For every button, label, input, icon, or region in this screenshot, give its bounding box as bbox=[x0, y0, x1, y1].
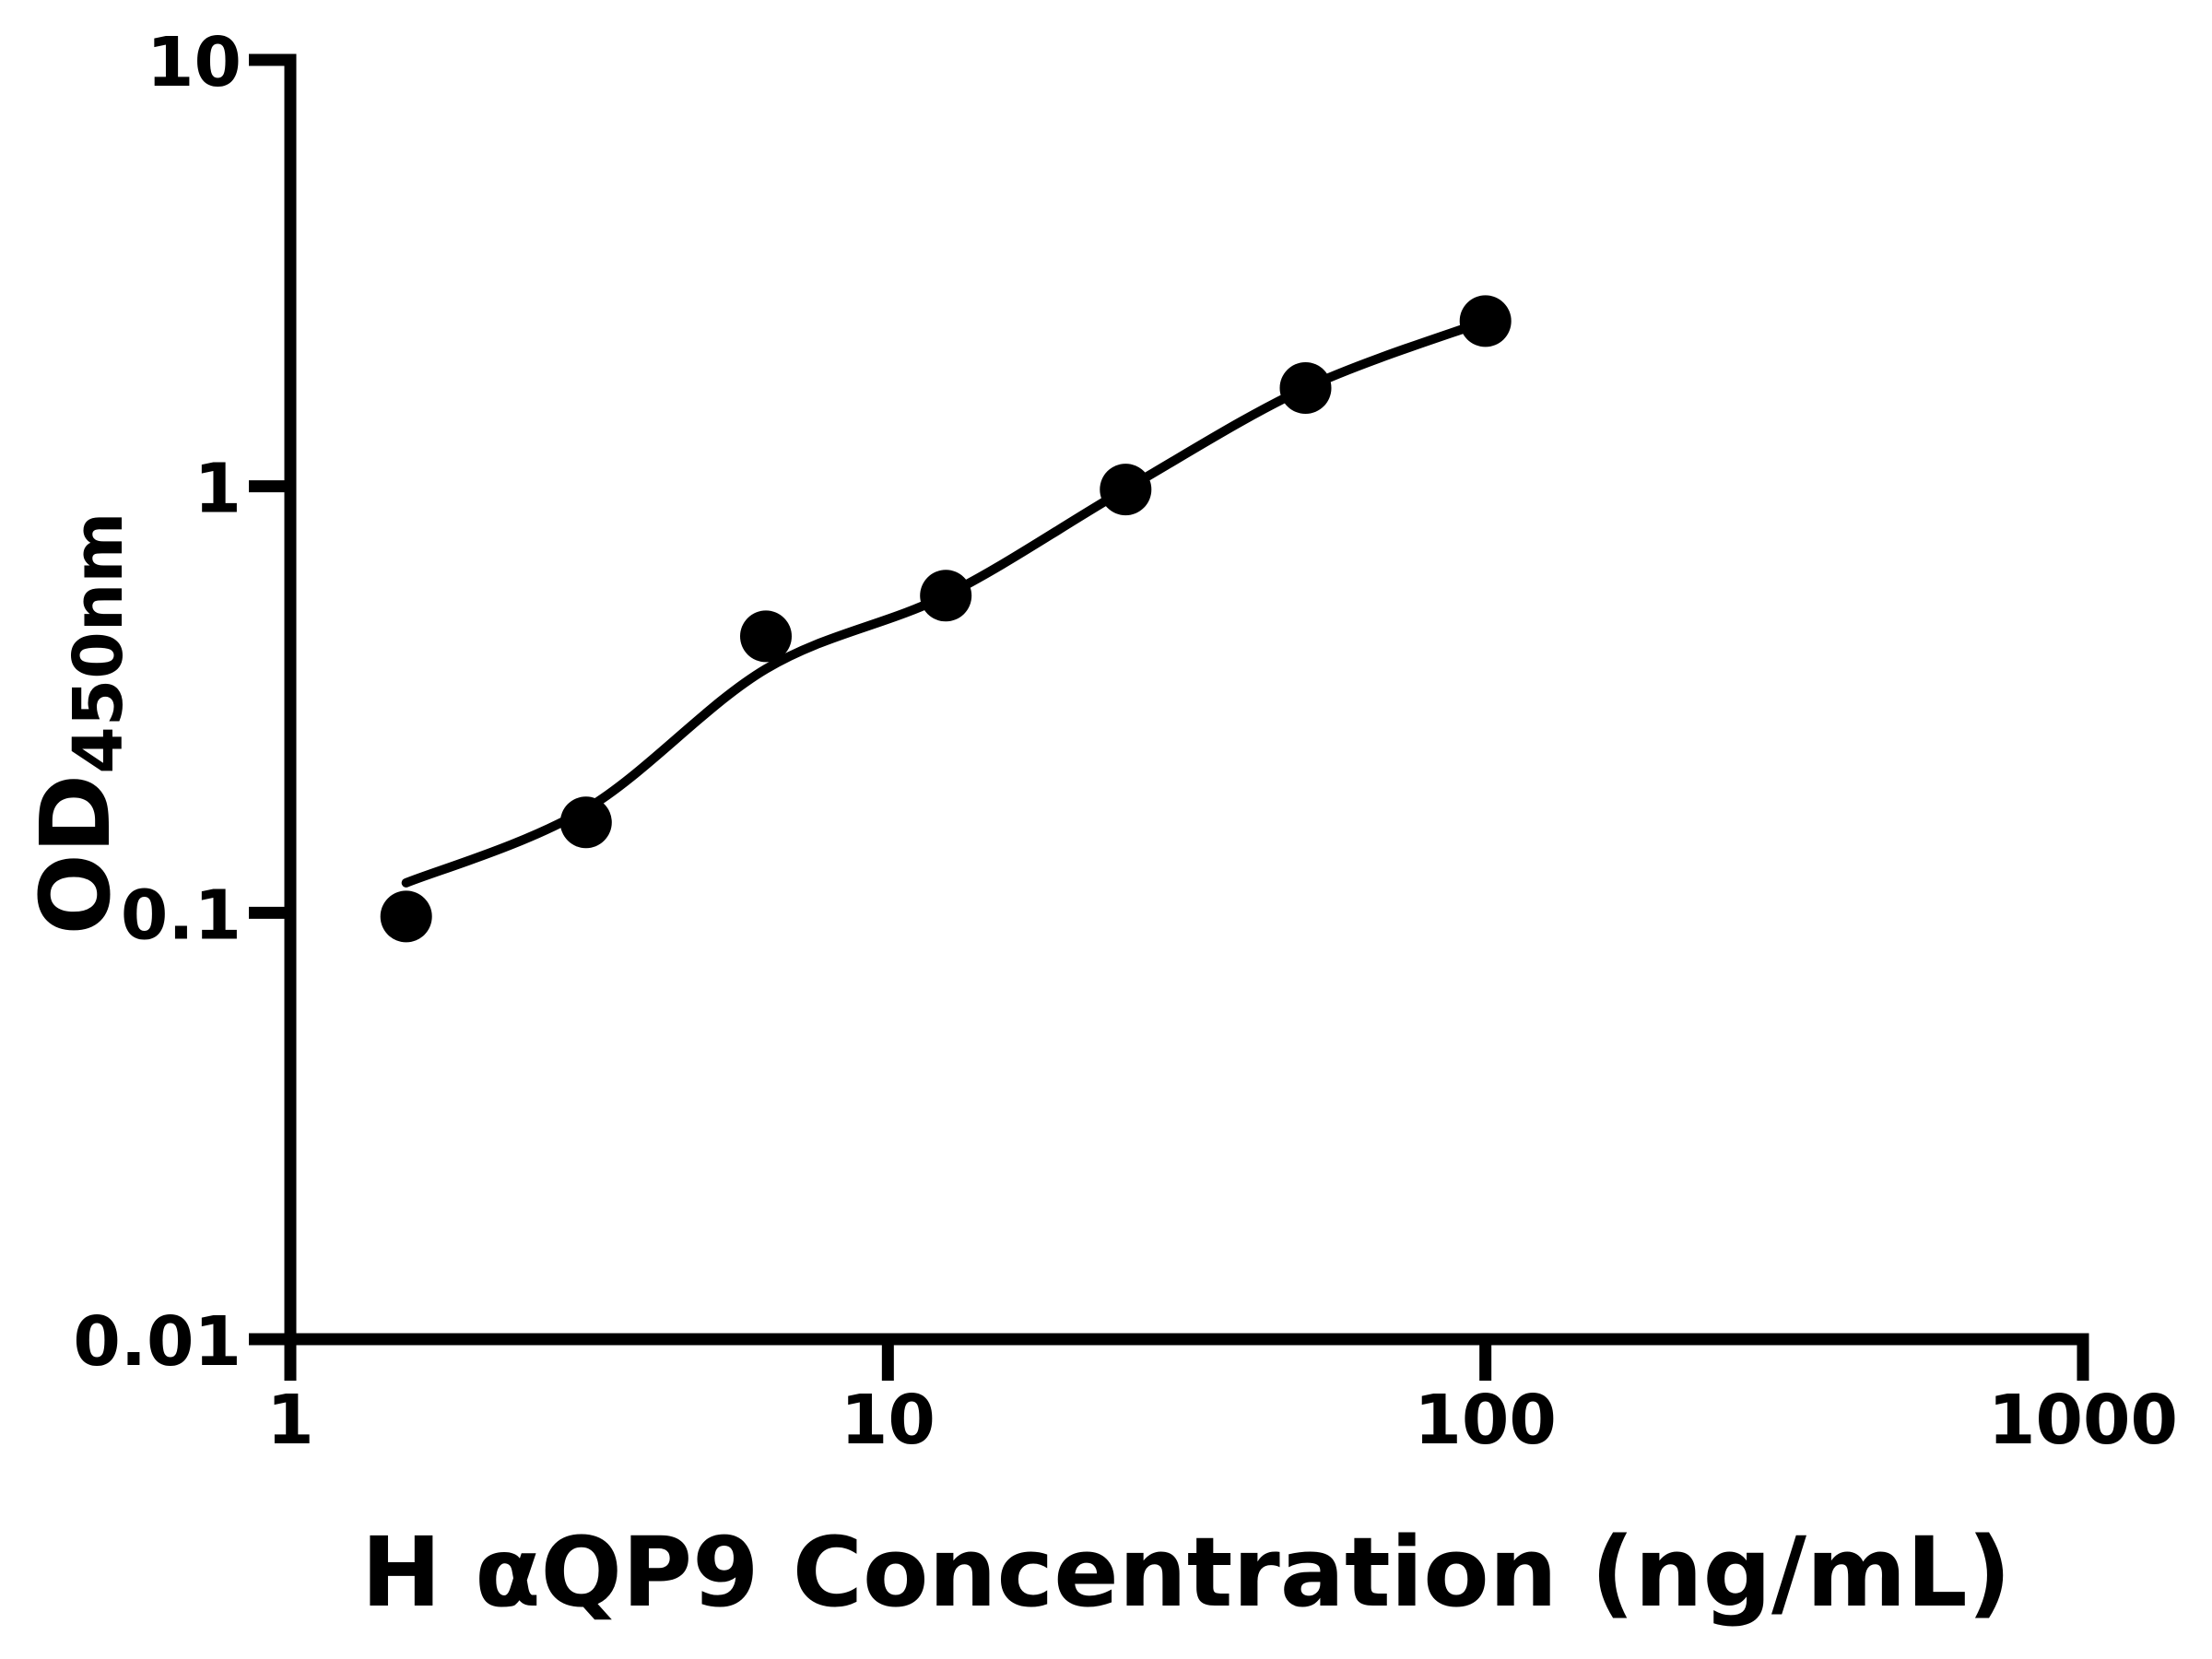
y-tick-label: 10 bbox=[147, 23, 241, 102]
x-tick-label: 10 bbox=[841, 1381, 935, 1460]
x-axis-title: H αQP9 Concentration (ng/mL) bbox=[361, 1516, 2011, 1629]
axes bbox=[284, 53, 2089, 1346]
y-tick-label: 0.01 bbox=[73, 1302, 241, 1382]
x-tick-label: 1 bbox=[266, 1381, 314, 1460]
x-tick-label: 100 bbox=[1414, 1381, 1556, 1460]
y-axis-title-subscript: 450nm bbox=[59, 512, 138, 773]
data-point bbox=[1459, 295, 1512, 347]
tick-marks-and-labels: 1 10 100 1000 10 1 0.1 0.01 bbox=[73, 23, 2178, 1460]
data-point bbox=[1100, 464, 1152, 516]
data-points bbox=[380, 295, 1512, 943]
data-point bbox=[559, 796, 612, 849]
data-point bbox=[920, 570, 972, 622]
y-axis-title: OD450nm bbox=[19, 512, 138, 935]
y-tick-label: 1 bbox=[194, 450, 242, 529]
data-point bbox=[1279, 362, 1332, 414]
axis-spine bbox=[284, 53, 2089, 1346]
y-axis-title-main: OD bbox=[19, 774, 132, 935]
data-point bbox=[740, 610, 792, 663]
data-point bbox=[380, 890, 432, 943]
x-tick-label: 1000 bbox=[1988, 1381, 2178, 1460]
y-tick-label: 0.1 bbox=[121, 876, 241, 955]
